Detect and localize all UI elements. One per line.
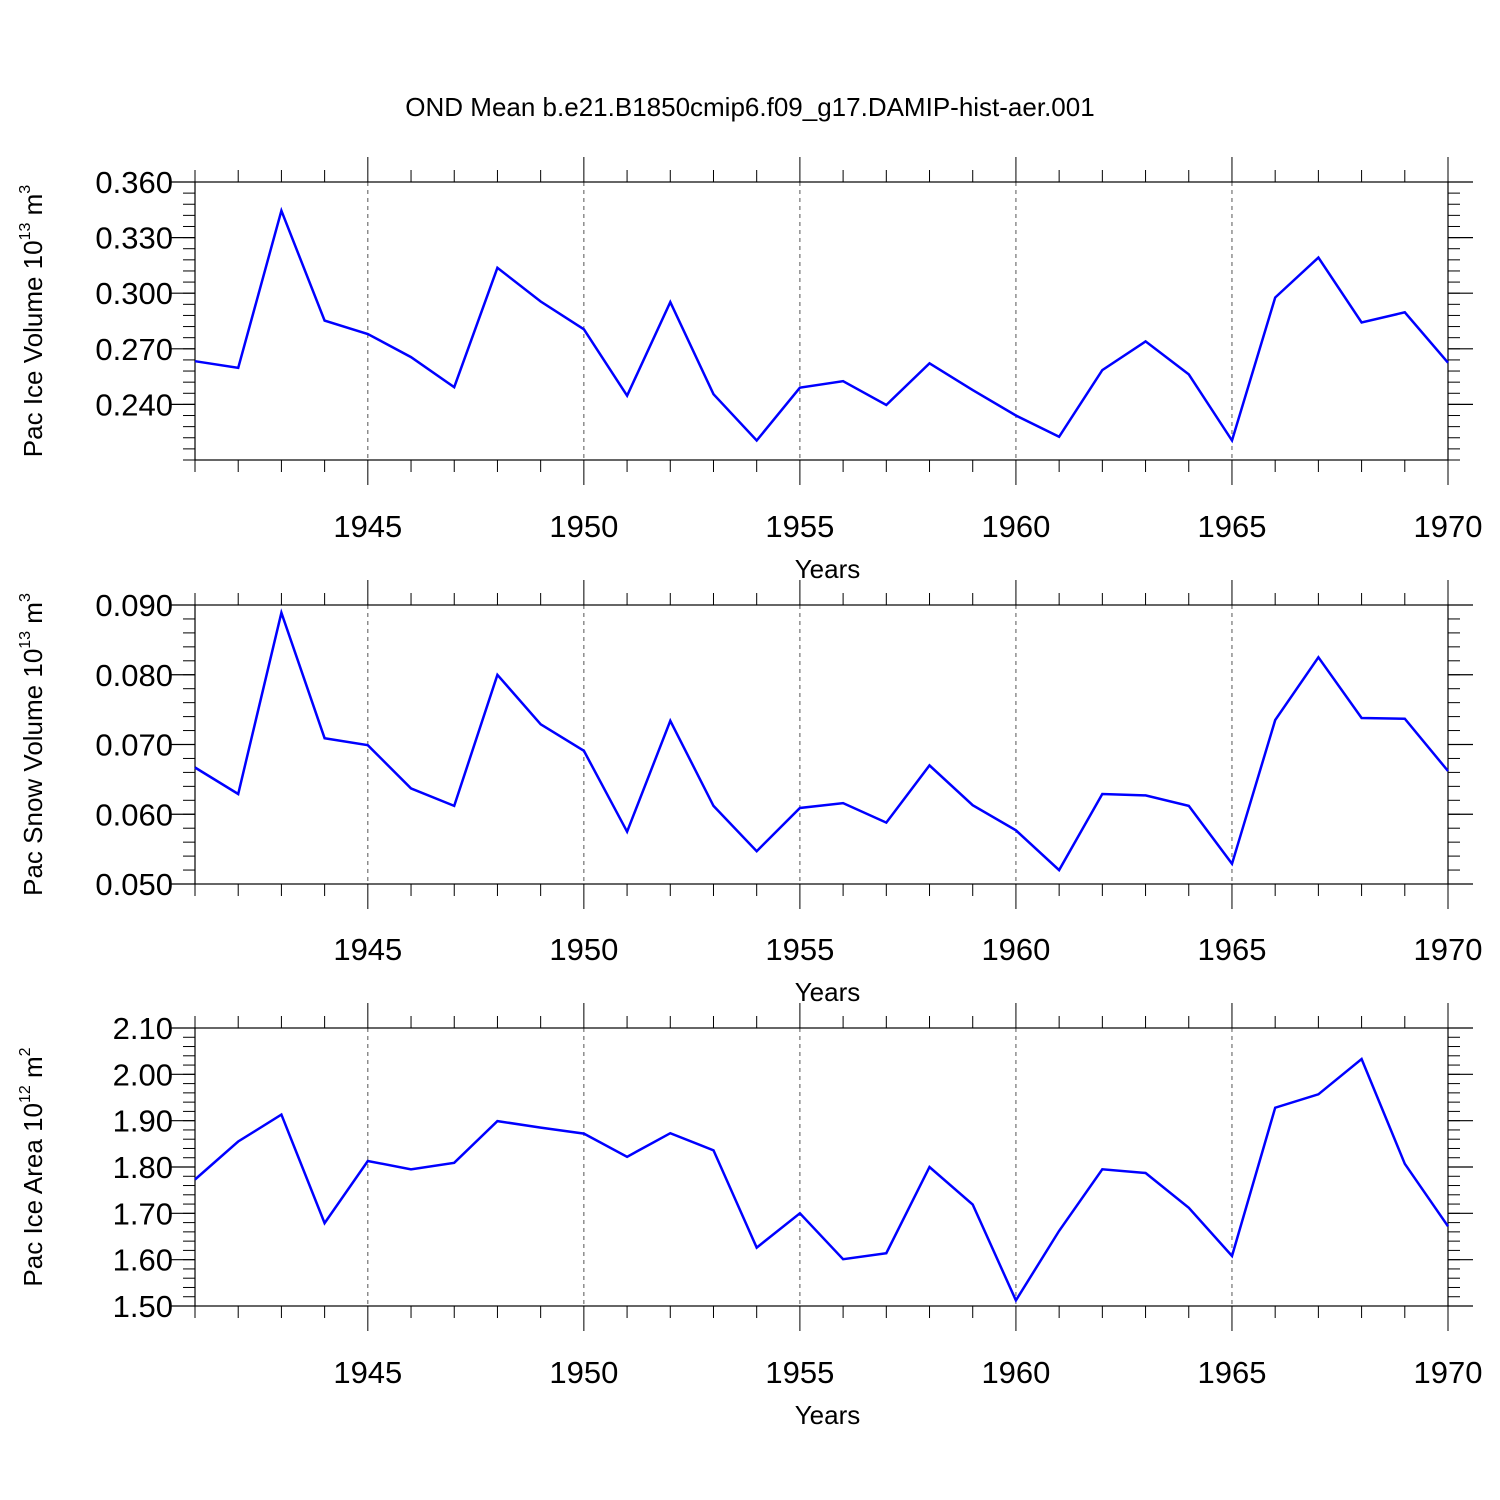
x-tick-label: 1970 xyxy=(1414,509,1483,544)
y-tick-label: 0.080 xyxy=(95,658,173,693)
x-tick-label: 1960 xyxy=(981,509,1050,544)
x-axis-label: Years xyxy=(795,554,861,584)
y-tick-label: 1.50 xyxy=(113,1289,173,1324)
series-line xyxy=(194,608,1449,873)
y-axis-label-main: Pac Ice Area 10 xyxy=(18,1103,48,1287)
x-tick-label: 1960 xyxy=(981,932,1050,967)
y-axis-label-unit-exponent: 3 xyxy=(17,593,34,602)
x-tick-label: 1970 xyxy=(1414,1355,1483,1390)
x-tick-label: 1955 xyxy=(765,932,834,967)
x-axis-label: Years xyxy=(795,1400,861,1430)
y-axis-label-unit: m xyxy=(18,1056,48,1085)
panel-3: 1.50 1.60 1.70 1.80 1.90 2.00 2.10 1945 1950 1955… xyxy=(17,1003,1482,1430)
x-tick-label: 1950 xyxy=(549,509,618,544)
y-axis-label: Pac Ice Area 1012 m2 xyxy=(17,1047,48,1286)
y-tick-label: 0.240 xyxy=(95,387,173,422)
x-tick-label: 1970 xyxy=(1414,932,1483,967)
y-axis-label-main: Pac Snow Volume 10 xyxy=(18,649,48,896)
y-axis-label-main: Pac Ice Volume 10 xyxy=(18,240,48,457)
y-axis-label-exponent: 13 xyxy=(17,222,34,240)
y-tick-label: 0.050 xyxy=(95,867,173,902)
plot-frame xyxy=(194,1027,1449,1307)
y-tick-label: 2.00 xyxy=(113,1057,173,1092)
y-tick-label: 0.070 xyxy=(95,728,173,763)
x-tick-label: 1960 xyxy=(981,1355,1050,1390)
x-tick-label: 1955 xyxy=(765,509,834,544)
x-axis-label: Years xyxy=(795,977,861,1007)
y-axis-label-exponent: 13 xyxy=(17,631,34,649)
y-tick-label: 2.10 xyxy=(113,1011,173,1046)
y-axis-label-unit: m xyxy=(18,602,48,631)
x-tick-label: 1945 xyxy=(333,932,402,967)
y-axis-label: Pac Ice Volume 1013 m3 xyxy=(17,185,48,458)
y-tick-label: 1.70 xyxy=(113,1196,173,1231)
x-tick-label: 1945 xyxy=(333,509,402,544)
y-axis-label-unit-exponent: 3 xyxy=(17,185,34,194)
y-tick-label: 0.270 xyxy=(95,332,173,367)
series-line xyxy=(194,1056,1450,1304)
y-tick-label: 0.360 xyxy=(95,165,173,200)
x-tick-label: 1945 xyxy=(333,1355,402,1390)
y-tick-label: 1.90 xyxy=(113,1104,173,1139)
panel-2: 0.050 0.060 0.070 0.080 0.090 1945 1950 1955 196… xyxy=(17,580,1482,1007)
x-tick-label: 1955 xyxy=(765,1355,834,1390)
y-tick-label: 1.60 xyxy=(113,1243,173,1278)
series-line xyxy=(194,206,1449,444)
y-axis-label-exponent: 12 xyxy=(17,1085,34,1103)
y-tick-label: 0.060 xyxy=(95,797,173,832)
x-tick-label: 1965 xyxy=(1197,509,1266,544)
x-tick-label: 1950 xyxy=(549,1355,618,1390)
y-axis-label-unit: m xyxy=(18,194,48,223)
plot-frame xyxy=(194,181,1449,461)
chart-title: OND Mean b.e21.B1850cmip6.f09_g17.DAMIP-… xyxy=(405,92,1095,122)
panel-1: 0.240 0.270 0.300 0.330 0.360 1945 1950 1955 196… xyxy=(17,157,1482,584)
y-axis-label-unit-exponent: 2 xyxy=(17,1047,34,1056)
y-tick-label: 0.330 xyxy=(95,221,173,256)
x-tick-label: 1950 xyxy=(549,932,618,967)
x-tick-label: 1965 xyxy=(1197,932,1266,967)
y-tick-label: 0.300 xyxy=(95,276,173,311)
y-tick-label: 0.090 xyxy=(95,588,173,623)
y-tick-label: 1.80 xyxy=(113,1150,173,1185)
x-tick-label: 1965 xyxy=(1197,1355,1266,1390)
plot-frame xyxy=(194,604,1449,885)
y-axis-label: Pac Snow Volume 1013 m3 xyxy=(17,593,48,896)
